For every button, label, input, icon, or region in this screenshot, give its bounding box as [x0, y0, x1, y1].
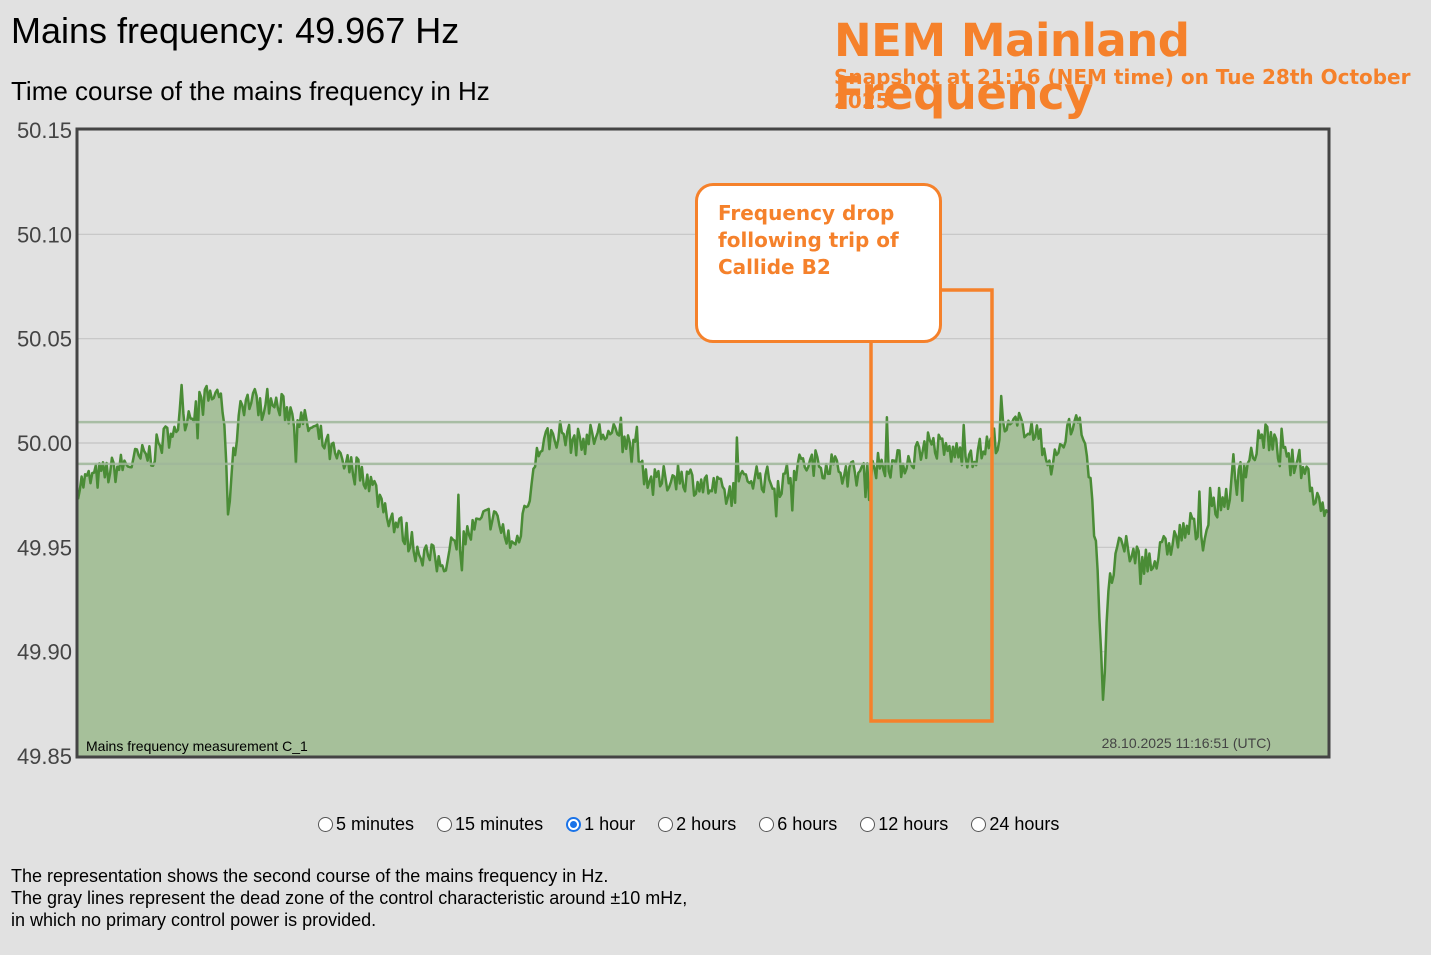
callout-text: Frequency drop following trip of Callide…: [718, 200, 899, 281]
frequency-line: [76, 383, 1329, 701]
y-tick-label: 50.10: [17, 222, 72, 247]
y-tick-label: 49.85: [17, 744, 72, 769]
chart-description: The representation shows the second cour…: [11, 865, 687, 931]
description-line: The representation shows the second cour…: [11, 866, 609, 886]
radio-label: 24 hours: [989, 814, 1060, 834]
y-tick-label: 49.90: [17, 640, 72, 665]
radio-1-hour[interactable]: 1 hour: [566, 814, 635, 835]
y-tick-label: 50.05: [17, 327, 72, 352]
radio-label: 2 hours: [676, 814, 737, 834]
area-fill: [78, 385, 1328, 756]
description-line: The gray lines represent the dead zone o…: [11, 888, 688, 908]
radio-button[interactable]: [658, 817, 674, 832]
radio-label: 5 minutes: [336, 814, 415, 834]
y-axis-ticks: 50.15 50.10 50.05 50.00 49.95 49.90 49.85: [17, 118, 72, 769]
radio-button[interactable]: [759, 817, 775, 832]
radio-label: 6 hours: [777, 814, 838, 834]
radio-label: 1 hour: [584, 814, 636, 834]
radio-label: 12 hours: [878, 814, 949, 834]
radio-button[interactable]: [971, 817, 987, 832]
frequency-chart: 50.15 50.10 50.05 50.00 49.95 49.90 49.85 Main…: [17, 118, 1331, 769]
series-label: Mains frequency measurement C_1: [86, 738, 308, 754]
y-tick-label: 50.15: [17, 118, 72, 143]
radio-6-hours[interactable]: 6 hours: [759, 814, 837, 835]
callout-line: Callide B2: [718, 255, 831, 279]
annotation-callout: Frequency drop following trip of Callide…: [695, 183, 942, 343]
chart-subtitle: Time course of the mains frequency in Hz: [11, 76, 490, 106]
radio-label: 15 minutes: [455, 814, 544, 834]
radio-button[interactable]: [437, 817, 453, 832]
plot-frame: [75, 127, 1331, 759]
description-line: in which no primary control power is pro…: [11, 910, 377, 930]
measurement-timestamp: 28.10.2025 11:16:51 (UTC): [1102, 735, 1271, 751]
radio-5-minutes[interactable]: 5 minutes: [318, 814, 414, 835]
radio-button-selected[interactable]: [566, 817, 582, 832]
radio-12-hours[interactable]: 12 hours: [860, 814, 948, 835]
radio-button[interactable]: [318, 817, 333, 832]
radio-2-hours[interactable]: 2 hours: [658, 814, 736, 835]
page-title: Mains frequency: 49.967 Hz: [11, 10, 460, 51]
brand-title: NEM Mainland Frequency: [834, 14, 1190, 120]
callout-line: following trip of: [718, 228, 899, 252]
callout-line: Frequency drop: [718, 201, 895, 225]
frequency-area: [76, 383, 1329, 756]
radio-24-hours[interactable]: 24 hours: [971, 814, 1059, 835]
radio-button[interactable]: [860, 817, 876, 832]
y-tick-label: 50.00: [17, 431, 72, 456]
timescale-selector: 5 minutes 15 minutes 1 hour 2 hours 6 ho…: [318, 814, 1082, 835]
y-tick-label: 49.95: [17, 535, 72, 560]
radio-15-minutes[interactable]: 15 minutes: [437, 814, 543, 835]
dead-zone-lines: [78, 420, 1328, 466]
snapshot-caption: Snapshot at 21:16 (NEM time) on Tue 28th…: [834, 65, 1411, 113]
